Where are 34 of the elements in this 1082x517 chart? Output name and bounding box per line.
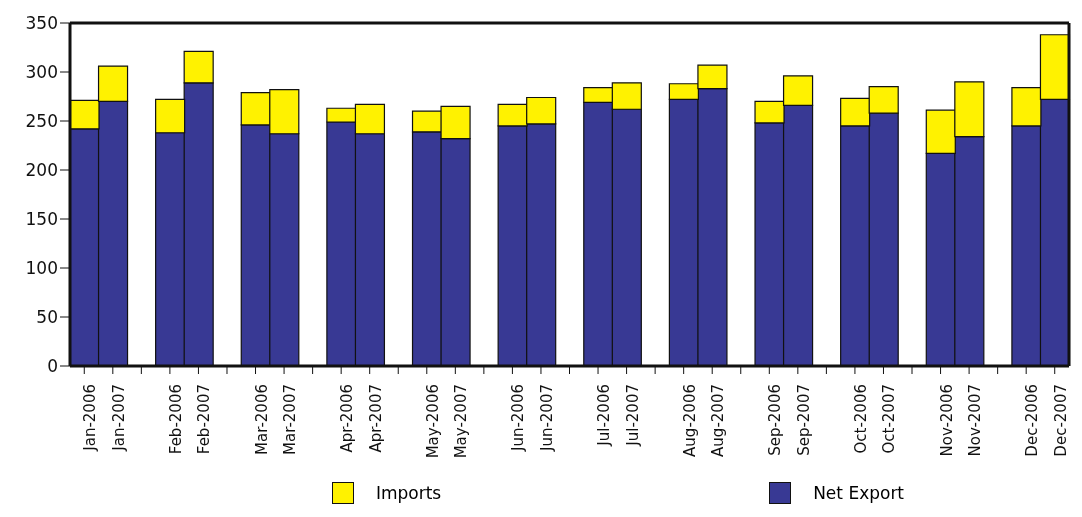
x-tick-label: Oct-2007 xyxy=(880,384,899,454)
legend-label: Imports xyxy=(375,483,442,503)
x-tick-label: Aug-2006 xyxy=(680,384,699,457)
y-tick-label: 250 xyxy=(25,111,58,132)
x-tick-label: Apr-2007 xyxy=(366,384,385,453)
x-tick-label: Jun-2006 xyxy=(509,384,528,453)
x-tick-label: Feb-2007 xyxy=(195,384,214,455)
x-tick-label: Apr-2006 xyxy=(338,384,357,453)
y-tick-label: 150 xyxy=(25,209,58,230)
x-tick-label: Sep-2007 xyxy=(794,384,813,456)
x-tick-label: Jun-2007 xyxy=(537,384,556,453)
y-tick-label: 200 xyxy=(25,160,58,181)
x-tick-label: May-2006 xyxy=(423,384,442,459)
x-tick-label: Nov-2006 xyxy=(937,384,956,457)
y-tick-label: 0 xyxy=(47,356,58,377)
x-tick-label: Feb-2006 xyxy=(166,384,185,455)
x-tick-label: Dec-2006 xyxy=(1023,384,1042,457)
x-tick-label: Aug-2007 xyxy=(709,384,728,457)
x-tick-label: Jul-2006 xyxy=(595,384,614,447)
x-tick-label: Oct-2006 xyxy=(851,384,870,454)
y-tick-label: 350 xyxy=(25,13,58,34)
x-tick-label: Dec-2007 xyxy=(1051,384,1070,457)
legend-label: Net Export xyxy=(813,483,905,503)
x-tick-label: Jan-2007 xyxy=(109,384,128,452)
y-tick-label: 50 xyxy=(36,307,58,328)
x-tick-label: Jul-2007 xyxy=(623,384,642,447)
x-tick-label: Nov-2007 xyxy=(966,384,985,457)
y-tick-label: 100 xyxy=(25,258,58,279)
y-tick-label: 300 xyxy=(25,62,58,83)
x-tick-label: Jan-2006 xyxy=(81,384,100,452)
x-tick-label: Mar-2007 xyxy=(281,384,300,455)
x-tick-label: May-2007 xyxy=(452,384,471,459)
x-tick-label: Mar-2006 xyxy=(252,384,271,455)
x-tick-label: Sep-2006 xyxy=(766,384,785,456)
